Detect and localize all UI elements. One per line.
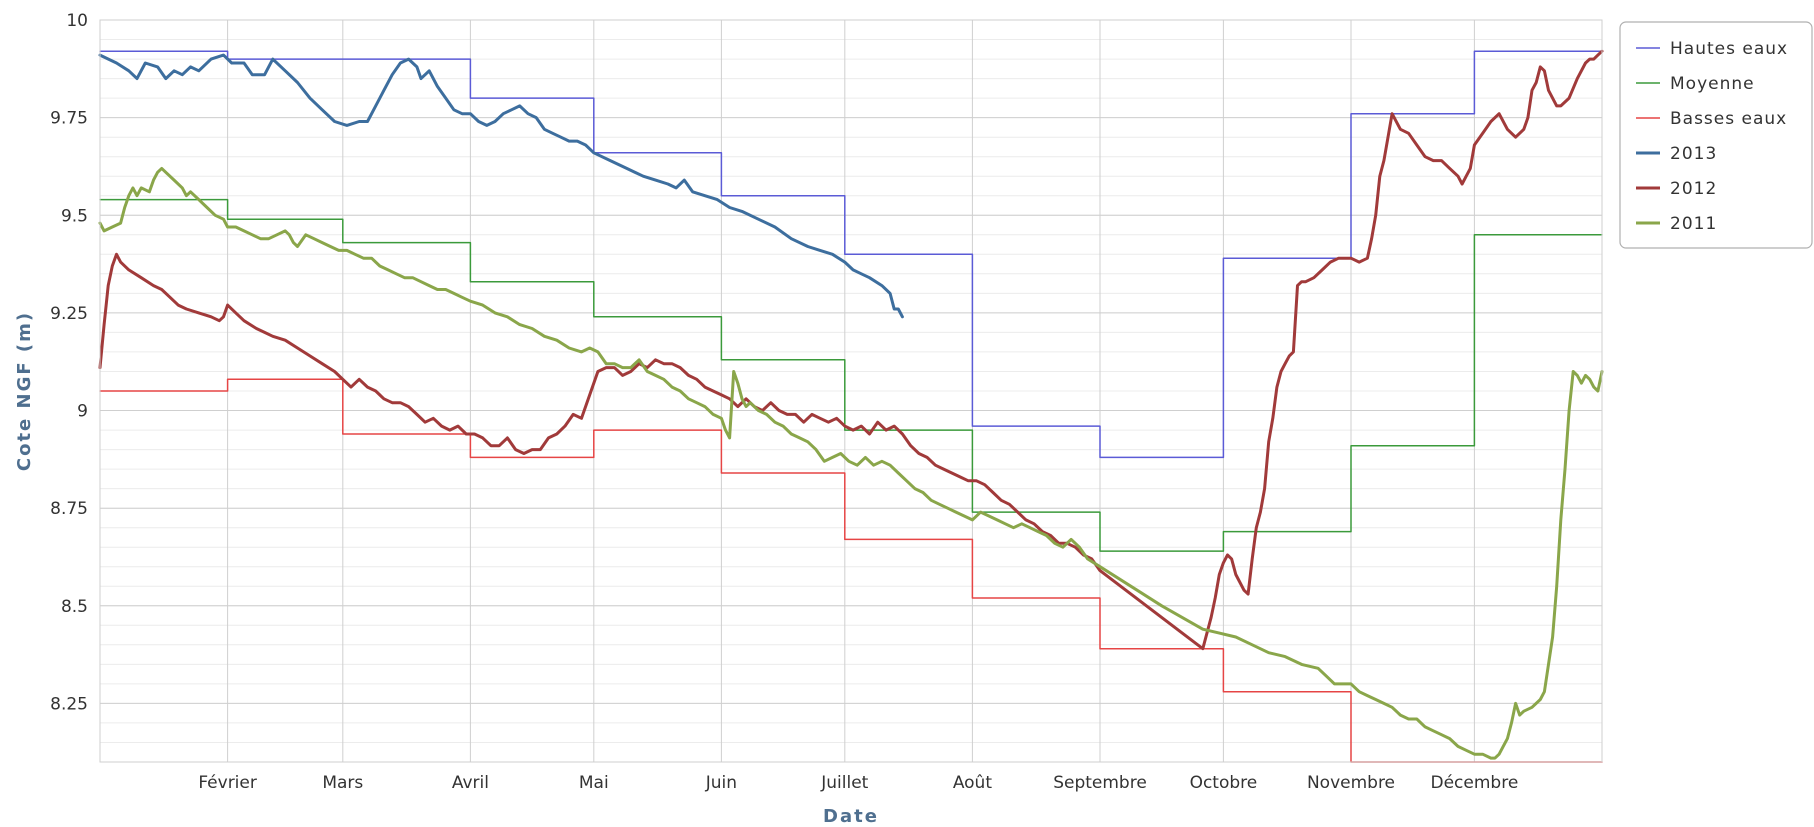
legend-label: Moyenne bbox=[1670, 74, 1755, 94]
series-line-4 bbox=[98, 49, 1604, 651]
series-lines bbox=[98, 49, 1604, 763]
y-tick-label: 9 bbox=[77, 402, 88, 422]
y-tick-label: 8.25 bbox=[50, 694, 88, 714]
legend-label: Hautes eaux bbox=[1670, 39, 1788, 59]
series-line-3 bbox=[98, 53, 904, 319]
legend-box bbox=[1619, 21, 1813, 249]
x-tick-label: Octobre bbox=[1190, 773, 1258, 793]
x-axis-tick-labels: Février Mars Avril Mai Juin Juillet Août Septem… bbox=[198, 773, 1518, 793]
y-tick-label: 8.5 bbox=[61, 597, 88, 617]
x-axis-title: Date bbox=[823, 806, 879, 827]
x-tick-label: Novembre bbox=[1307, 773, 1395, 793]
x-tick-label: Juin bbox=[705, 773, 737, 793]
x-tick-label: Avril bbox=[452, 773, 489, 793]
x-tick-label: Mars bbox=[322, 773, 363, 793]
legend: Hautes eaux Moyenne Basses eaux 2013 2012 201… bbox=[1619, 21, 1813, 249]
y-tick-label: 10 bbox=[66, 11, 88, 31]
series-line-0 bbox=[99, 50, 1603, 459]
legend-label: Basses eaux bbox=[1670, 109, 1787, 129]
y-tick-label: 9.5 bbox=[61, 206, 88, 226]
x-tick-label: Septembre bbox=[1053, 773, 1147, 793]
series-line-2 bbox=[99, 378, 1603, 763]
legend-label: 2012 bbox=[1670, 179, 1717, 199]
series-line-1 bbox=[99, 198, 1603, 552]
series-line-5 bbox=[98, 166, 1604, 760]
y-tick-label: 8.75 bbox=[50, 499, 88, 519]
minor-gridlines bbox=[100, 39, 1602, 743]
y-tick-label: 9.25 bbox=[50, 304, 88, 324]
x-tick-label: Août bbox=[953, 773, 993, 793]
legend-label: 2011 bbox=[1670, 214, 1717, 234]
y-axis-tick-labels: 10 9.75 9.5 9.25 9 8.75 8.5 8.25 bbox=[50, 11, 88, 714]
plot-area-frame bbox=[99, 19, 1603, 763]
x-tick-label: Mai bbox=[579, 773, 609, 793]
y-tick-label: 9.75 bbox=[50, 109, 88, 129]
y-axis-title: Cote NGF (m) bbox=[14, 311, 35, 471]
x-tick-label: Février bbox=[198, 773, 257, 793]
x-tick-label: Décembre bbox=[1431, 773, 1519, 793]
x-tick-label: Juillet bbox=[820, 773, 868, 793]
legend-label: 2013 bbox=[1670, 144, 1717, 164]
